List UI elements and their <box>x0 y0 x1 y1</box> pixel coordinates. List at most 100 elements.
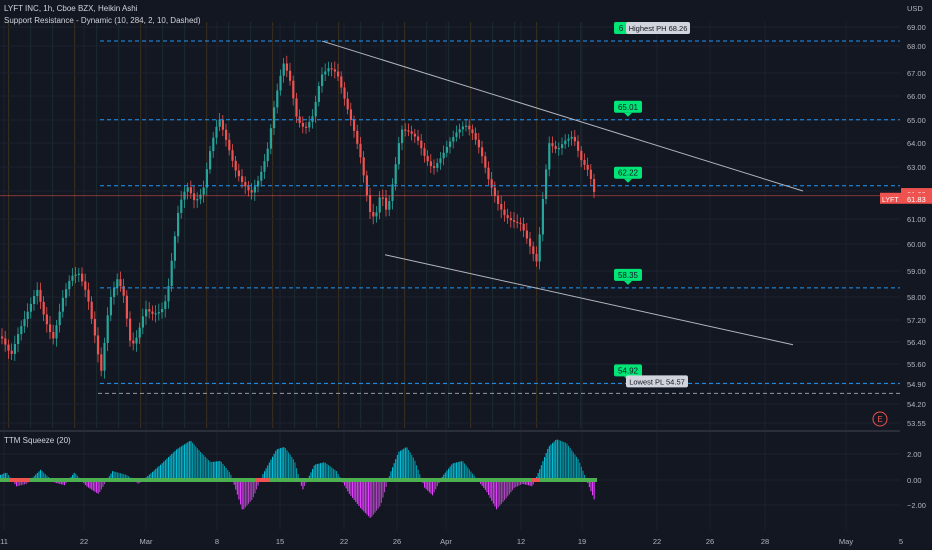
histogram-bar <box>276 449 278 480</box>
squeeze-dot <box>453 478 456 482</box>
squeeze-dot <box>348 478 351 482</box>
candle-body <box>413 133 416 137</box>
squeeze-dot <box>588 478 591 482</box>
histogram-bar <box>417 469 419 480</box>
candle-body <box>260 171 263 181</box>
candle-body <box>145 309 148 317</box>
squeeze-dot <box>570 478 573 482</box>
histogram-bar <box>468 469 470 480</box>
histogram-bar <box>452 463 454 480</box>
candle-body <box>74 274 77 276</box>
histogram-bar <box>323 462 325 480</box>
candle-body <box>209 151 212 170</box>
time-tick-label: 19 <box>578 537 586 546</box>
histogram-bar <box>160 464 162 480</box>
level-label-pointer <box>624 178 632 183</box>
squeeze-dot <box>291 478 294 482</box>
squeeze-dot <box>594 478 597 482</box>
histogram-bar <box>110 473 112 480</box>
squeeze-dot <box>171 478 174 482</box>
histogram-bar <box>433 480 435 493</box>
squeeze-dot <box>405 478 408 482</box>
histogram-bar <box>576 456 578 480</box>
candle-body <box>573 136 576 142</box>
histogram-bar <box>435 480 437 490</box>
squeeze-dot <box>42 478 45 482</box>
candle-body <box>13 343 16 354</box>
histogram-bar <box>531 480 533 487</box>
candle-body <box>570 136 573 139</box>
candle-body <box>55 325 58 339</box>
squeeze-dot <box>465 478 468 482</box>
histogram-bar <box>265 468 267 480</box>
squeeze-dot <box>129 478 132 482</box>
histogram-bar <box>198 450 200 480</box>
squeeze-dot <box>0 478 3 482</box>
candle-body <box>61 297 64 312</box>
squeeze-dot <box>105 478 108 482</box>
squeeze-dot <box>375 478 378 482</box>
squeeze-dot <box>75 478 78 482</box>
candle-body <box>541 198 544 235</box>
candle-body <box>193 193 196 201</box>
histogram-bar <box>188 441 190 480</box>
candle-body <box>49 324 52 333</box>
candle-body <box>317 86 320 102</box>
squeeze-dot <box>447 478 450 482</box>
histogram-bar <box>334 469 336 480</box>
histogram-bar <box>406 447 408 480</box>
histogram-bar <box>148 474 150 480</box>
histogram-bar <box>390 471 392 480</box>
histogram-bar <box>249 480 251 502</box>
histogram-bar <box>544 457 546 480</box>
histogram-bar <box>102 480 104 487</box>
level-label-pointer <box>624 112 632 117</box>
histogram-bar <box>180 446 182 480</box>
histogram-bar <box>512 480 514 491</box>
histogram-bar <box>240 480 242 505</box>
candle-body <box>356 130 359 144</box>
squeeze-dot <box>186 478 189 482</box>
histogram-bar <box>499 480 501 506</box>
histogram-bar <box>451 464 453 480</box>
histogram-bar <box>560 440 562 480</box>
session-band <box>228 22 230 428</box>
squeeze-dot <box>294 478 297 482</box>
squeeze-dot <box>312 478 315 482</box>
squeeze-dot <box>450 478 453 482</box>
session-band <box>470 22 472 428</box>
histogram-bar <box>171 453 173 480</box>
histogram-bar <box>40 469 42 480</box>
histogram-bar <box>491 480 493 501</box>
squeeze-dot <box>9 478 12 482</box>
histogram-bar <box>184 444 186 480</box>
histogram-bar <box>43 472 45 480</box>
candle-body <box>516 221 519 224</box>
price-axis: USD69.0068.0067.0066.0065.0064.0063.0062… <box>880 0 932 550</box>
candle-body <box>42 301 45 315</box>
candle-body <box>257 180 260 187</box>
histogram-bar <box>473 475 475 480</box>
histogram-bar <box>208 460 210 480</box>
candle-body <box>506 215 509 219</box>
squeeze-dot <box>345 478 348 482</box>
squeeze-dot <box>225 478 228 482</box>
histogram-bar <box>225 468 227 480</box>
histogram-bar <box>169 455 171 480</box>
squeeze-dot <box>60 478 63 482</box>
squeeze-dot <box>336 478 339 482</box>
squeeze-dot <box>45 478 48 482</box>
histogram-bar <box>312 468 314 480</box>
histogram-bar <box>152 471 154 480</box>
session-band <box>316 22 318 428</box>
histogram-bar <box>520 480 522 485</box>
squeeze-dot <box>192 478 195 482</box>
squeeze-dot <box>399 478 402 482</box>
candle-body <box>221 119 224 130</box>
histogram-bar <box>14 480 16 485</box>
squeeze-dot <box>543 478 546 482</box>
histogram-bar <box>248 480 250 504</box>
squeeze-dot <box>48 478 51 482</box>
candle-body <box>378 197 381 213</box>
